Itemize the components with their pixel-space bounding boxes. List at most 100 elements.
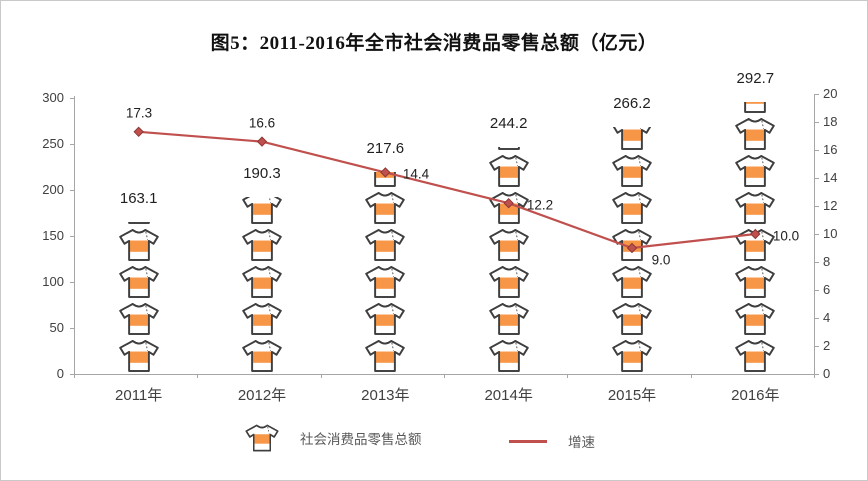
right-axis-tick-label: 8 — [823, 254, 831, 269]
chart-title: 图5：2011-2016年全市社会消费品零售总额（亿元） — [210, 33, 658, 54]
t-shirt-icon — [733, 265, 777, 299]
t-shirt-icon-partial — [117, 222, 161, 225]
t-shirt-icon — [733, 339, 777, 373]
t-shirt-icon — [733, 117, 777, 151]
right-axis-tick-label: 2 — [823, 338, 831, 353]
right-axis-tick-label: 6 — [823, 282, 831, 297]
t-shirt-icon — [487, 339, 531, 373]
right-axis-tick-label: 18 — [823, 114, 838, 129]
t-shirt-icon — [733, 228, 777, 262]
right-axis-tick — [815, 262, 819, 263]
x-axis-tick — [814, 374, 815, 378]
left-axis-tick — [70, 236, 74, 237]
bar-value-label: 266.2 — [613, 95, 651, 112]
t-shirt-icon — [610, 339, 654, 373]
left-axis-line — [74, 96, 75, 375]
x-axis-tick — [444, 374, 445, 378]
t-shirt-icon-partial — [240, 197, 284, 225]
bar-value-label: 244.2 — [489, 115, 528, 132]
left-axis-tick-label: 100 — [42, 274, 64, 289]
x-axis-label: 2011年 — [115, 387, 163, 404]
x-axis-label: 2014年 — [484, 387, 533, 404]
growth-value-label: 14.4 — [402, 166, 430, 182]
t-shirt-icon — [733, 302, 777, 336]
growth-value-label: 17.3 — [125, 105, 153, 121]
left-axis-tick — [70, 282, 74, 283]
legend-item-retail: 社会消费品零售总额 — [244, 423, 422, 453]
t-shirt-icon-partial — [733, 102, 777, 114]
left-axis-tick — [70, 328, 74, 329]
t-shirt-icon — [487, 154, 531, 188]
t-shirt-icon — [610, 154, 654, 188]
x-axis-tick — [567, 374, 568, 378]
right-axis-tick-label: 20 — [823, 86, 838, 101]
t-shirt-icon — [733, 191, 777, 225]
x-axis-label: 2013年 — [361, 387, 410, 404]
t-shirt-icon — [610, 302, 654, 336]
x-axis-tick — [691, 374, 692, 378]
legend-label-retail: 社会消费品零售总额 — [300, 432, 422, 447]
t-shirt-icon-partial — [487, 147, 531, 151]
t-shirt-icon — [487, 191, 531, 225]
left-axis-tick — [70, 190, 74, 191]
right-axis-line — [814, 94, 815, 375]
right-axis-tick-label: 16 — [823, 142, 838, 157]
t-shirt-icon — [117, 302, 161, 336]
right-axis-tick — [815, 178, 819, 179]
x-axis-label: 2016年 — [731, 387, 780, 404]
right-axis-tick — [815, 122, 819, 123]
right-axis-tick — [815, 346, 819, 347]
t-shirt-icon — [487, 302, 531, 336]
right-axis-tick — [815, 290, 819, 291]
t-shirt-icon — [487, 265, 531, 299]
right-axis-tick-label: 10 — [823, 226, 838, 241]
right-axis-tick — [815, 94, 819, 95]
t-shirt-icon — [363, 339, 407, 373]
t-shirt-icon — [117, 228, 161, 262]
bar-value-label: 163.1 — [119, 190, 158, 207]
t-shirt-icon — [610, 228, 654, 262]
growth-value-label: 16.6 — [248, 115, 276, 131]
left-axis-tick-label: 0 — [56, 366, 64, 381]
right-axis-tick — [815, 374, 819, 375]
t-shirt-icon — [240, 265, 284, 299]
t-shirt-icon — [610, 265, 654, 299]
legend-tshirt-icon — [244, 423, 280, 453]
bar-value-label: 292.7 — [736, 70, 775, 87]
t-shirt-icon — [363, 191, 407, 225]
left-axis-tick-label: 250 — [42, 136, 64, 151]
right-axis-tick — [815, 206, 819, 207]
growth-value-label: 9.0 — [651, 252, 671, 268]
t-shirt-icon — [240, 302, 284, 336]
right-axis-tick — [815, 234, 819, 235]
t-shirt-icon — [487, 228, 531, 262]
t-shirt-icon — [240, 339, 284, 373]
right-axis-tick-label: 12 — [823, 198, 838, 213]
t-shirt-icon — [363, 228, 407, 262]
right-axis-tick-label: 4 — [823, 310, 831, 325]
diamond-marker-icon — [256, 136, 268, 147]
t-shirt-icon — [363, 302, 407, 336]
left-axis-tick — [70, 98, 74, 99]
t-shirt-icon — [363, 265, 407, 299]
left-axis-tick-label: 150 — [42, 228, 64, 243]
right-axis-tick — [815, 150, 819, 151]
legend-label-growth: 增速 — [568, 435, 595, 450]
left-axis-tick-label: 200 — [42, 182, 64, 197]
t-shirt-icon — [610, 191, 654, 225]
right-axis-tick-label: 0 — [823, 366, 831, 381]
left-axis-tick-label: 50 — [49, 320, 64, 335]
x-axis-label: 2012年 — [237, 387, 287, 404]
legend-item-growth: 增速 — [509, 431, 595, 451]
t-shirt-icon — [117, 265, 161, 299]
x-axis-tick — [197, 374, 198, 378]
left-axis-tick — [70, 374, 74, 375]
bar-value-label: 190.3 — [243, 165, 281, 182]
diamond-marker-icon — [133, 126, 144, 138]
t-shirt-icon — [733, 154, 777, 188]
bar-value-label: 217.6 — [366, 140, 405, 157]
growth-value-label: 10.0 — [772, 228, 800, 244]
t-shirt-icon-partial — [610, 127, 654, 151]
